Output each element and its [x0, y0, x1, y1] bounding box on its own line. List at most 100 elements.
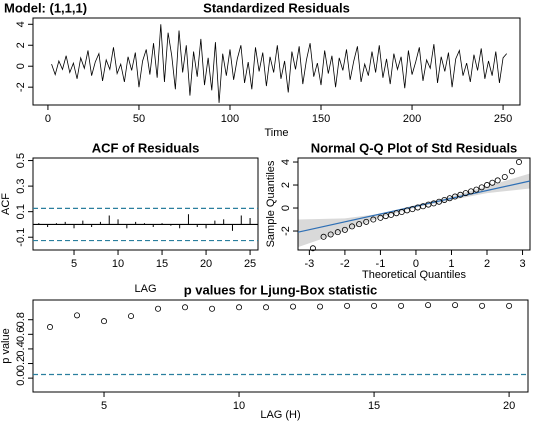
point: [344, 302, 351, 309]
y-tick-label: 0.0: [15, 370, 27, 385]
panel-title: Normal Q-Q Plot of Std Residuals: [311, 140, 518, 155]
plot-frame: [32, 157, 259, 251]
point: [457, 191, 464, 198]
model-label: Model: (1,1,1): [4, 0, 87, 15]
point: [479, 302, 486, 309]
point: [468, 188, 475, 195]
point: [446, 195, 453, 202]
point: [508, 168, 515, 175]
point: [388, 211, 395, 218]
y-tick-label: 0.8: [15, 312, 27, 327]
y-tick-label: 4: [15, 21, 27, 27]
x-tick-label: 200: [403, 113, 421, 125]
y-tick-label: 0: [15, 63, 27, 69]
point: [425, 302, 432, 309]
point: [484, 182, 491, 189]
x-axis-label: Theoretical Quantiles: [362, 269, 466, 281]
point: [290, 303, 297, 310]
x-tick-label: -2: [340, 258, 350, 270]
panel-title: Standardized Residuals: [203, 0, 350, 15]
y-tick-label: 0.1: [15, 204, 27, 219]
point: [349, 223, 356, 230]
x-tick-label: 25: [244, 258, 256, 270]
point: [430, 200, 437, 207]
point: [515, 159, 522, 166]
point: [452, 302, 459, 309]
plot-frame: [32, 17, 521, 106]
point: [320, 233, 327, 240]
x-tick-label: 5: [101, 400, 107, 412]
x-tick-label: 3: [519, 258, 525, 270]
point: [74, 312, 81, 319]
x-axis-label: Time: [264, 127, 288, 139]
point: [377, 214, 384, 221]
point: [371, 302, 378, 309]
x-tick-label: -1: [376, 258, 386, 270]
y-tick-label: -2: [280, 226, 292, 236]
x-tick-label: 50: [133, 113, 145, 125]
x-tick-label: 100: [221, 113, 239, 125]
point: [47, 324, 54, 331]
point: [317, 303, 324, 310]
y-tick-label: -0.1: [15, 228, 27, 247]
x-tick-label: 150: [312, 113, 330, 125]
y-tick-label: 4: [280, 159, 292, 165]
x-tick-label: 10: [112, 258, 124, 270]
point: [263, 304, 270, 311]
point: [473, 186, 480, 193]
y-axis-label: p value: [0, 328, 12, 363]
point: [409, 206, 416, 213]
residual-line: [51, 24, 508, 103]
y-tick-label: 2: [15, 42, 27, 48]
point: [420, 203, 427, 210]
x-tick-label: 250: [494, 113, 512, 125]
point: [489, 179, 496, 186]
x-tick-label: 1: [448, 258, 454, 270]
y-tick-label: 0.4: [15, 341, 27, 356]
point: [370, 216, 377, 223]
x-tick-label: 15: [156, 258, 168, 270]
point: [452, 193, 459, 200]
point: [501, 173, 508, 180]
x-tick-label: 10: [233, 400, 245, 412]
point: [341, 226, 348, 233]
panel-title: p values for Ljung-Box statistic: [184, 282, 378, 297]
y-tick-label: 2: [280, 182, 292, 188]
y-tick-label: 0: [280, 205, 292, 211]
x-tick-label: 20: [503, 400, 515, 412]
plot-frame: [297, 157, 531, 251]
y-axis-label: ACF: [0, 193, 12, 215]
x-tick-label: 2: [484, 258, 490, 270]
confidence-band: [298, 173, 530, 248]
point: [182, 304, 189, 311]
point: [398, 302, 405, 309]
point: [209, 305, 216, 312]
x-axis-label: LAG (H): [260, 409, 300, 421]
point: [356, 221, 363, 228]
point: [155, 305, 162, 312]
plot-frame: [32, 299, 529, 393]
point: [478, 184, 485, 191]
x-tick-label: 0: [45, 113, 51, 125]
y-tick-label: 0.2: [15, 356, 27, 371]
x-tick-label: -3: [304, 258, 314, 270]
x-tick-label: 20: [200, 258, 212, 270]
point: [462, 190, 469, 197]
y-tick-label: 0.5: [15, 153, 27, 168]
y-tick-label: 0.3: [15, 178, 27, 193]
point: [398, 209, 405, 216]
x-axis-label: LAG: [134, 283, 156, 295]
x-tick-label: 0: [413, 258, 419, 270]
point: [363, 218, 370, 225]
y-tick-label: -2: [15, 82, 27, 92]
point: [327, 231, 334, 238]
x-tick-label: 5: [71, 258, 77, 270]
point: [506, 302, 513, 309]
point: [436, 198, 443, 205]
point: [236, 304, 243, 311]
point: [494, 177, 501, 184]
y-tick-label: 0.6: [15, 327, 27, 342]
point: [101, 318, 108, 325]
point: [128, 313, 135, 320]
